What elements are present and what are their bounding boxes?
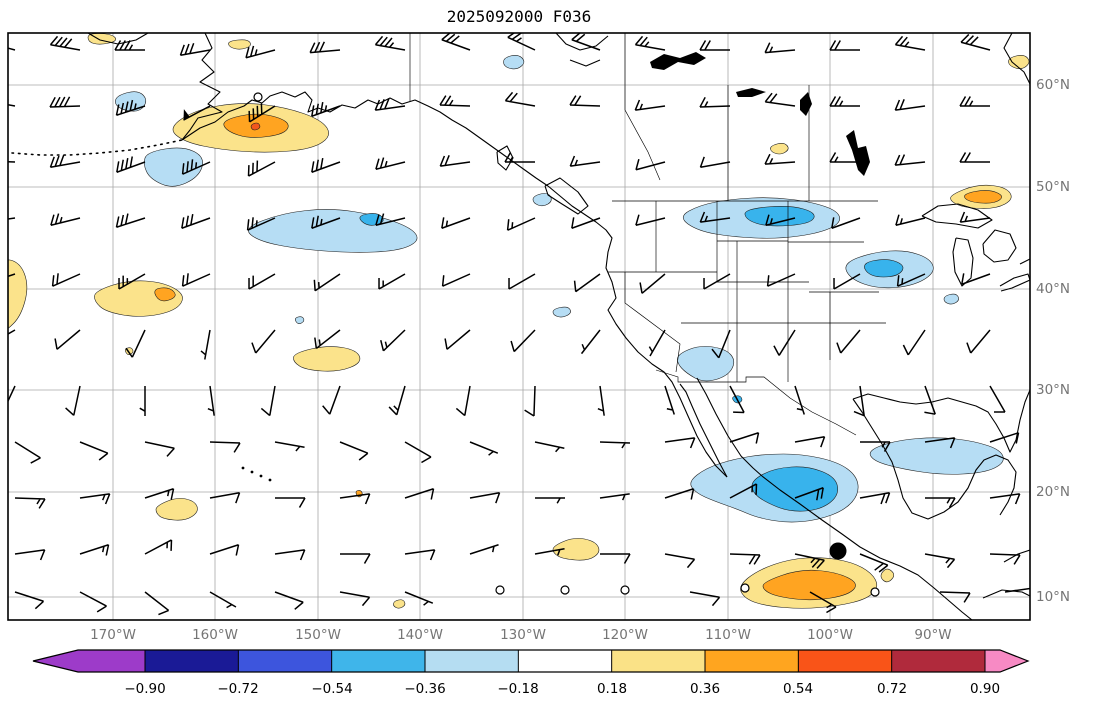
colorbar-tick-label: 0.36 — [689, 681, 721, 697]
colorbar-tick-label: −0.54 — [311, 681, 353, 697]
colorbar-tick-label: −0.90 — [124, 681, 166, 697]
graticule — [8, 33, 1030, 620]
map-frame — [7, 32, 1031, 621]
colorbar-tick-label: 0.90 — [969, 681, 1001, 697]
lon-tick-label: 160°W — [192, 627, 238, 643]
lon-tick-label: 170°W — [90, 627, 136, 643]
colorbar-tick-label: 0.18 — [596, 681, 628, 697]
lat-tick-label: 20°N — [1036, 484, 1071, 500]
lon-tick-label: 120°W — [602, 627, 648, 643]
colorbar-tick-label: −0.18 — [497, 681, 539, 697]
colorbar-extend-right — [985, 650, 1028, 672]
political-borders — [409, 33, 886, 436]
lat-tick-label: 30°N — [1036, 382, 1071, 398]
lat-tick-label: 60°N — [1036, 77, 1071, 93]
map-content — [8, 33, 1030, 620]
lon-tick-label: 110°W — [705, 627, 751, 643]
lat-tick-label: 50°N — [1036, 179, 1071, 195]
colorbar — [32, 649, 1030, 673]
lat-tick-label: 10°N — [1036, 589, 1071, 605]
colorbar-tick-label: 0.72 — [876, 681, 908, 697]
wind-barbs — [8, 33, 1030, 616]
colorbar-tick-label: −0.36 — [404, 681, 446, 697]
colorbar-extend-left — [33, 650, 145, 672]
colorbar-tick-label: 0.54 — [782, 681, 814, 697]
colorbar-tick-label: −0.72 — [217, 681, 259, 697]
lon-tick-label: 150°W — [295, 627, 341, 643]
lat-tick-label: 40°N — [1036, 281, 1071, 297]
lon-tick-label: 140°W — [397, 627, 443, 643]
lon-tick-label: 130°W — [500, 627, 546, 643]
lon-tick-label: 90°W — [914, 627, 952, 643]
lon-tick-label: 100°W — [807, 627, 853, 643]
anomaly-shading — [8, 33, 1030, 609]
plot-title: 2025092000 F036 — [446, 7, 592, 26]
cyclone-marker — [829, 542, 847, 560]
